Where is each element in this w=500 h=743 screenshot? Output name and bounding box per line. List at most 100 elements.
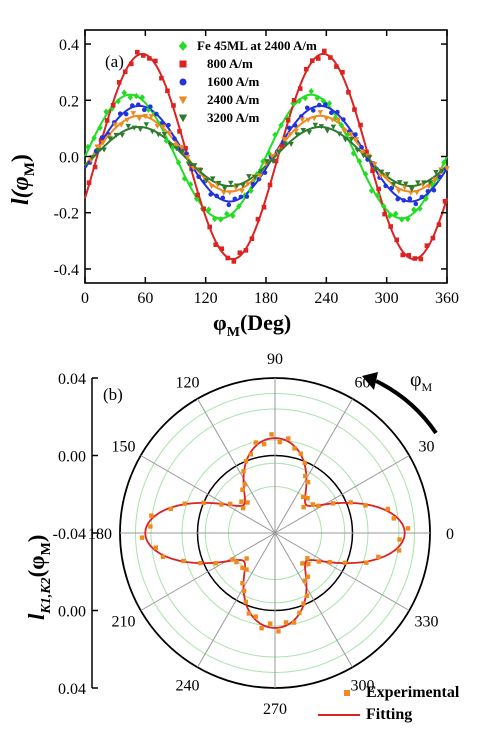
data-point xyxy=(348,136,355,143)
data-point xyxy=(165,88,170,94)
data-point xyxy=(293,128,299,134)
data-point xyxy=(316,102,322,108)
experimental-point xyxy=(248,452,254,457)
data-point xyxy=(411,206,417,213)
data-point xyxy=(444,166,450,172)
data-point xyxy=(141,53,146,58)
radial-tick-label: 0.00 xyxy=(58,604,86,621)
data-point xyxy=(324,128,331,134)
data-point xyxy=(205,206,212,213)
experimental-point xyxy=(301,505,306,510)
data-point xyxy=(123,111,129,117)
spoke-210 xyxy=(140,532,276,611)
experimental-point xyxy=(298,451,303,456)
data-point xyxy=(217,216,224,223)
data-point xyxy=(118,122,124,128)
rotation-direction-label: φM xyxy=(410,369,433,394)
data-point xyxy=(262,170,268,175)
data-point xyxy=(142,107,147,113)
panel-a-axis-ticks xyxy=(84,30,448,283)
data-point xyxy=(310,108,316,113)
data-point xyxy=(228,180,234,186)
data-point xyxy=(335,109,340,115)
data-point xyxy=(412,256,418,261)
data-point xyxy=(356,158,363,165)
data-point xyxy=(318,124,325,130)
data-point xyxy=(437,174,443,180)
data-point xyxy=(336,131,343,137)
data-point xyxy=(250,181,256,187)
experimental-point xyxy=(153,545,158,550)
data-point xyxy=(425,189,431,194)
data-point xyxy=(121,89,127,96)
experimental-point xyxy=(160,554,166,560)
data-point xyxy=(195,192,200,198)
experimental-point xyxy=(330,501,336,506)
spoke-120 xyxy=(197,398,276,534)
data-point xyxy=(115,97,121,105)
data-point xyxy=(306,130,312,136)
data-point xyxy=(346,90,351,95)
experimental-point xyxy=(286,436,291,441)
x-tick-label: 240 xyxy=(314,290,338,307)
spoke-240 xyxy=(197,532,276,668)
data-point xyxy=(389,185,394,191)
experimental-point xyxy=(268,621,273,626)
data-point xyxy=(237,250,243,256)
legend-label-4: 3200 A/m xyxy=(207,110,260,125)
experimental-point xyxy=(310,502,316,507)
data-point xyxy=(94,144,100,150)
data-point xyxy=(215,180,222,186)
fitting-curve xyxy=(144,437,406,629)
data-point xyxy=(227,190,233,196)
panel-b-y-axis-label: lK1,K2(φM) xyxy=(24,535,54,620)
experimental-point xyxy=(219,502,224,507)
data-point xyxy=(261,204,267,210)
experimental-point xyxy=(241,469,246,474)
data-point xyxy=(400,252,406,258)
data-point xyxy=(302,94,308,102)
data-point xyxy=(221,190,227,196)
data-point xyxy=(225,255,231,261)
radial-tick-label: 0.04 xyxy=(58,371,86,388)
data-point xyxy=(226,202,232,208)
data-point xyxy=(312,122,319,128)
data-point xyxy=(154,111,159,117)
angle-label-240: 240 xyxy=(176,678,200,695)
experimental-point xyxy=(259,626,264,631)
data-point xyxy=(95,148,101,154)
legend-marker-1 xyxy=(179,60,187,68)
data-point xyxy=(394,237,400,243)
data-point xyxy=(238,194,244,200)
data-point xyxy=(380,203,387,210)
data-point xyxy=(272,131,278,139)
data-point xyxy=(172,136,177,141)
experimental-point xyxy=(316,503,321,509)
panel-a-data-points xyxy=(85,48,450,264)
legend-marker-4 xyxy=(178,114,188,123)
panel-b-polar-grid xyxy=(119,377,431,689)
experimental-point xyxy=(242,482,247,487)
experimental-point xyxy=(297,610,302,616)
experimental-point xyxy=(269,432,274,437)
data-point xyxy=(214,193,220,199)
experimental-point xyxy=(283,620,289,625)
experimental-point xyxy=(291,620,297,625)
experimental-point xyxy=(245,500,250,505)
legend-label-2: 1600 A/m xyxy=(207,74,260,89)
data-point xyxy=(207,224,212,230)
data-point xyxy=(326,100,333,107)
legend-label-1: Fitting xyxy=(366,706,412,723)
data-point xyxy=(415,180,421,186)
x-tick-label: 360 xyxy=(435,290,459,307)
data-point xyxy=(362,170,369,178)
y-tick-label: 0.2 xyxy=(59,93,79,110)
data-point xyxy=(432,177,438,183)
legend-marker-experimental xyxy=(344,690,350,696)
data-point xyxy=(378,169,385,175)
data-point xyxy=(419,194,425,200)
experimental-point xyxy=(240,580,245,586)
experimental-point xyxy=(405,526,411,531)
data-point xyxy=(269,153,275,159)
